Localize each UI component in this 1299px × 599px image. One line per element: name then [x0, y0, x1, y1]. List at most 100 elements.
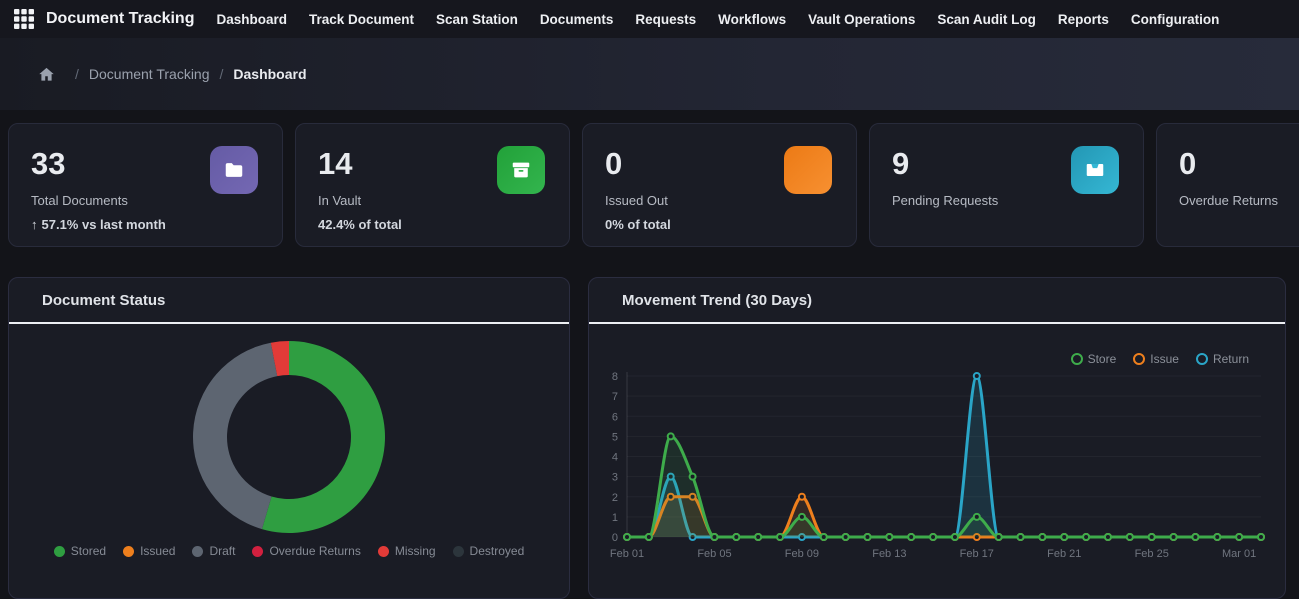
breadcrumb-item-document-tracking[interactable]: Document Tracking — [88, 66, 210, 82]
folder-icon — [210, 146, 258, 194]
legend-dot-icon — [53, 545, 65, 557]
svg-text:Feb 05: Feb 05 — [697, 548, 731, 560]
stat-label: Overdue Returns — [1179, 192, 1278, 208]
svg-text:0: 0 — [612, 532, 618, 544]
stat-card-issued-out: 0 Issued Out 0% of total — [582, 123, 857, 247]
svg-text:8: 8 — [612, 371, 618, 383]
app-grid-icon[interactable] — [14, 9, 34, 29]
legend-item-return[interactable]: Return — [1195, 352, 1249, 366]
nav-item-reports[interactable]: Reports — [1057, 11, 1109, 27]
svg-text:2: 2 — [612, 492, 618, 504]
nav-item-requests[interactable]: Requests — [635, 11, 697, 27]
legend-item-missing[interactable]: Missing — [377, 544, 436, 558]
document-status-header: Document Status — [9, 278, 569, 324]
legend-dot-icon — [377, 545, 389, 557]
nav-item-workflows[interactable]: Workflows — [718, 11, 787, 27]
nav-item-scan-station[interactable]: Scan Station — [436, 11, 518, 27]
svg-text:3: 3 — [612, 472, 618, 484]
trend-up-arrow-icon: ↑ — [31, 216, 38, 232]
stat-value: 0 — [1179, 146, 1197, 181]
legend-ring-icon — [1133, 353, 1146, 365]
nav-item-configuration[interactable]: Configuration — [1130, 11, 1220, 27]
donut-segment-missing — [270, 341, 289, 377]
movement-trend-plot: 0 1 2 3 4 5 6 7 8 Feb 01 Feb 05 Feb 09 Feb 13 Feb 17 F… — [610, 371, 1265, 560]
stat-label: Issued Out — [605, 192, 668, 208]
legend-label: Issued — [140, 544, 176, 558]
legend-item-overdue-returns[interactable]: Overdue Returns — [252, 544, 361, 558]
svg-text:Feb 25: Feb 25 — [1135, 548, 1169, 560]
app-title: Document Tracking — [46, 10, 195, 27]
nav-item-dashboard[interactable]: Dashboard — [216, 11, 287, 27]
legend-label: Store — [1087, 352, 1117, 366]
stat-substat: 0% of total — [605, 216, 671, 232]
legend-item-store[interactable]: Store — [1070, 352, 1117, 366]
svg-text:4: 4 — [612, 452, 618, 464]
svg-text:5: 5 — [612, 431, 618, 443]
stat-cards: 33 Total Documents ↑ 57.1% vs last month 14 I… — [8, 123, 1299, 247]
legend-dot-icon — [252, 545, 264, 557]
legend-label: Issue — [1150, 352, 1179, 366]
legend-item-issue[interactable]: Issue — [1133, 352, 1179, 366]
svg-text:7: 7 — [612, 391, 618, 403]
breadcrumb-separator: / — [219, 66, 224, 82]
svg-text:1: 1 — [612, 512, 618, 524]
movement-trend-header: Movement Trend (30 Days) — [589, 278, 1285, 324]
top-nav: Document Tracking Dashboard Track Documen… — [0, 0, 1299, 38]
breadcrumb-separator: / — [75, 66, 79, 82]
trend-line-store — [625, 434, 1263, 539]
nav-items: Dashboard Track Document Scan Station Docum… — [216, 12, 1219, 27]
archive-box-icon — [497, 146, 545, 194]
stat-value: 33 — [31, 146, 66, 181]
svg-text:6: 6 — [612, 411, 618, 423]
breadcrumb: / Document Tracking / Dashboard — [0, 38, 1299, 110]
legend-label: Missing — [394, 544, 436, 558]
legend-label: Stored — [70, 544, 107, 558]
inbox-icon — [1071, 146, 1119, 194]
document-status-title: Document Status — [42, 291, 166, 309]
nav-item-scan-audit-log[interactable]: Scan Audit Log — [937, 11, 1036, 27]
nav-item-track-document[interactable]: Track Document — [309, 11, 415, 27]
document-status-panel: Document Status Stored Issued Draft Overdue… — [8, 277, 570, 599]
legend-item-destroyed[interactable]: Destroyed — [452, 544, 525, 558]
svg-text:Feb 21: Feb 21 — [1047, 548, 1081, 560]
legend-label: Draft — [209, 544, 236, 558]
legend-ring-icon — [1070, 353, 1083, 365]
legend-dot-icon — [192, 545, 204, 557]
svg-text:Feb 01: Feb 01 — [610, 548, 644, 560]
svg-text:Mar 01: Mar 01 — [1222, 548, 1256, 560]
legend-item-stored[interactable]: Stored — [53, 544, 107, 558]
blank-icon — [784, 146, 832, 194]
stat-label: In Vault — [318, 192, 362, 208]
stat-value: 14 — [318, 146, 353, 181]
breadcrumb-item-dashboard: Dashboard — [233, 66, 307, 82]
legend-item-draft[interactable]: Draft — [192, 544, 235, 558]
movement-trend-panel: Movement Trend (30 Days) Store Issue Retur… — [588, 277, 1286, 599]
donut-segment-stored — [261, 341, 385, 533]
legend-dot-icon — [123, 545, 135, 557]
movement-trend-chart: Store Issue Return 0 1 2 3 4 5 6 7 8 Feb 01 Feb 05 Feb… — [589, 324, 1285, 598]
stat-substat: 42.4% of total — [318, 216, 402, 232]
nav-item-documents[interactable]: Documents — [539, 11, 614, 27]
home-icon[interactable] — [38, 66, 55, 83]
svg-text:Feb 13: Feb 13 — [872, 548, 906, 560]
svg-text:Feb 17: Feb 17 — [960, 548, 994, 560]
nav-item-vault-operations[interactable]: Vault Operations — [808, 11, 916, 27]
dashboard-panels: Document Status Stored Issued Draft Overdue… — [8, 277, 1291, 599]
stat-value: 9 — [892, 146, 910, 181]
stat-card-total-documents: 33 Total Documents ↑ 57.1% vs last month — [8, 123, 283, 247]
legend-item-issued[interactable]: Issued — [123, 544, 175, 558]
movement-trend-legend: Store Issue Return — [1070, 352, 1249, 366]
stat-substat: ↑ 57.1% vs last month — [31, 216, 166, 232]
legend-label: Destroyed — [469, 544, 525, 558]
legend-label: Return — [1212, 352, 1249, 366]
legend-label: Overdue Returns — [269, 544, 361, 558]
legend-dot-icon — [452, 545, 464, 557]
stat-value: 0 — [605, 146, 623, 181]
document-status-legend: Stored Issued Draft Overdue Returns Missing D… — [53, 544, 525, 558]
svg-text:Feb 09: Feb 09 — [785, 548, 819, 560]
stat-card-overdue-returns: 0 Overdue Returns — [1156, 123, 1299, 247]
stat-label: Pending Requests — [892, 192, 999, 208]
document-status-donut-chart: Stored Issued Draft Overdue Returns Missing D… — [9, 324, 569, 598]
stat-card-pending-requests: 9 Pending Requests — [869, 123, 1144, 247]
movement-trend-title: Movement Trend (30 Days) — [622, 291, 813, 309]
